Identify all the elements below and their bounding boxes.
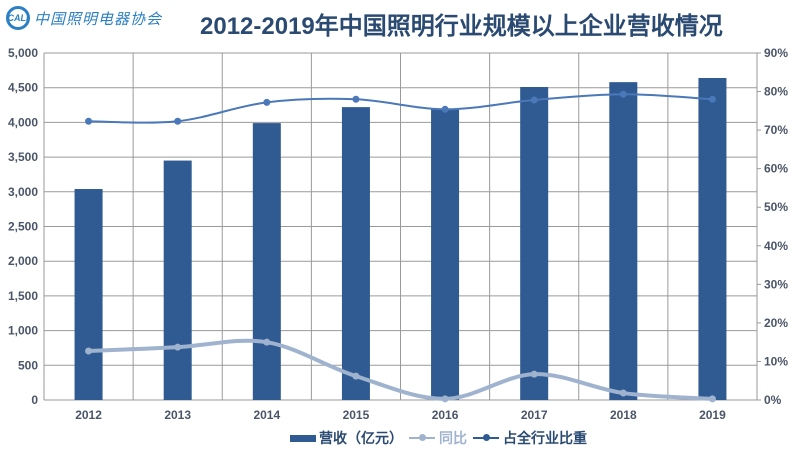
share-point	[352, 95, 360, 103]
yoy-point	[441, 395, 449, 403]
share-point	[530, 96, 538, 104]
yoy-point	[174, 343, 182, 351]
y-left-tick-label: 1,500	[8, 289, 38, 303]
bar-revenue	[609, 82, 638, 400]
legend-label: 同比	[439, 430, 467, 446]
legend-item-share: 占全行业比重	[473, 428, 587, 448]
y-right-tick-label: 90%	[764, 46, 788, 60]
share-point	[85, 117, 93, 125]
share-point	[708, 95, 716, 103]
bar-revenue	[74, 189, 103, 400]
yoy-point	[263, 338, 271, 346]
share-point	[441, 105, 449, 113]
y-left-tick-label: 3,000	[8, 185, 38, 199]
y-left-tick-label: 0	[31, 393, 38, 407]
y-left-tick-label: 5,000	[8, 46, 38, 60]
share-point	[263, 98, 271, 106]
y-left-tick-label: 4,500	[8, 81, 38, 95]
share-point	[174, 117, 182, 125]
legend: 营收（亿元） 同比 占全行业比重	[290, 428, 593, 448]
yoy-point	[708, 395, 716, 403]
x-tick-label: 2012	[75, 408, 102, 422]
legend-item-revenue: 营收（亿元）	[290, 428, 403, 448]
y-right-tick-label: 50%	[764, 200, 788, 214]
y-right-tick-label: 70%	[764, 123, 788, 137]
y-left-tick-label: 1,000	[8, 324, 38, 338]
y-left-tick-label: 2,500	[8, 220, 38, 234]
y-right-tick-label: 0%	[764, 393, 782, 407]
x-tick-label: 2017	[521, 408, 548, 422]
line-swatch-icon	[409, 434, 435, 441]
y-left-tick-label: 500	[18, 358, 38, 372]
bar-revenue	[252, 123, 281, 401]
yoy-line	[88, 338, 713, 401]
y-right-tick-label: 60%	[764, 162, 788, 176]
x-tick-label: 2016	[432, 408, 459, 422]
bar-revenue	[520, 87, 549, 401]
cali-logo-icon: CALI	[6, 6, 30, 30]
yoy-point	[530, 370, 538, 378]
line-swatch-icon	[473, 434, 499, 441]
x-tick-label: 2018	[610, 408, 637, 422]
chart-title: 2012-2019年中国照明行业规模以上企业营收情况	[200, 13, 723, 40]
y-right-tick-label: 80%	[764, 85, 788, 99]
x-tick-label: 2019	[699, 408, 726, 422]
y-right-tick-label: 30%	[764, 277, 788, 291]
yoy-point	[85, 347, 93, 355]
y-left-tick-label: 2,000	[8, 254, 38, 268]
bar-revenue	[341, 107, 370, 400]
bar-revenue	[431, 108, 460, 401]
legend-label: 营收（亿元）	[319, 430, 403, 446]
y-right-tick-label: 40%	[764, 239, 788, 253]
x-tick-label: 2013	[164, 408, 191, 422]
bar-revenue	[698, 77, 727, 400]
legend-item-yoy: 同比	[409, 428, 467, 448]
share-line	[88, 93, 713, 124]
association-logo: CALI 中国照明电器协会	[6, 4, 162, 32]
logo-text: 中国照明电器协会	[34, 9, 163, 28]
share-point	[619, 90, 627, 98]
bar-swatch-icon	[290, 434, 316, 442]
legend-label: 占全行业比重	[503, 430, 587, 446]
yoy-point	[619, 389, 627, 397]
bar-revenue	[163, 160, 192, 400]
y-right-tick-label: 10%	[764, 354, 788, 368]
x-tick-label: 2014	[253, 408, 280, 422]
yoy-point	[352, 372, 360, 380]
y-right-tick-label: 20%	[764, 316, 788, 330]
y-left-tick-label: 3,500	[8, 150, 38, 164]
y-left-tick-label: 4,000	[8, 115, 38, 129]
x-tick-label: 2015	[343, 408, 370, 422]
